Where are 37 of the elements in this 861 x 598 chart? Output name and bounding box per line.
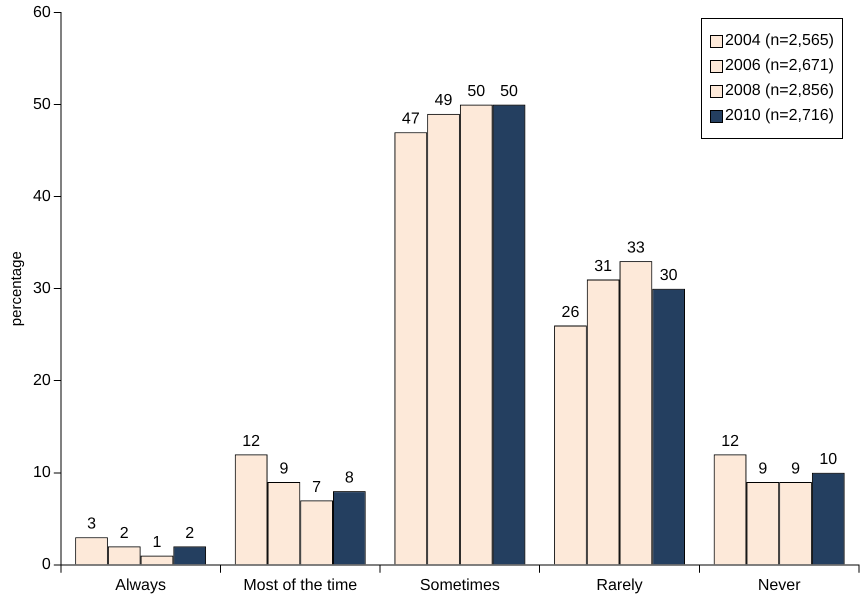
data-label: 30 (660, 267, 678, 284)
data-label: 3 (87, 516, 96, 533)
data-label: 12 (721, 432, 740, 450)
y-tick-label: 20 (33, 372, 51, 390)
data-label: 26 (562, 304, 580, 321)
data-label: 7 (312, 478, 322, 496)
y-axis-title: percentage (8, 251, 26, 326)
x-tick-label: Never (758, 576, 802, 594)
legend-label: 2010 (n=2,716) (725, 107, 834, 125)
data-label: 47 (402, 110, 420, 128)
y-tick-label: 40 (33, 188, 51, 206)
legend-label: 2004 (n=2,565) (725, 32, 834, 50)
y-tick-label: 10 (33, 464, 51, 482)
y-tick-label: 50 (33, 96, 51, 114)
x-tick-label: Rarely (596, 576, 643, 594)
x-tick-label: Always (115, 576, 166, 594)
data-label: 33 (627, 239, 645, 256)
data-label: 9 (758, 460, 768, 478)
data-label: 2 (185, 524, 194, 542)
data-label: 1 (152, 534, 162, 552)
y-tick-label: 60 (33, 4, 51, 22)
y-tick-label: 0 (42, 556, 51, 574)
data-label: 10 (819, 451, 838, 468)
data-label: 9 (279, 460, 288, 478)
x-tick-label: Most of the time (243, 576, 358, 594)
data-label: 50 (500, 83, 518, 100)
legend-label: 2006 (n=2,671) (725, 57, 834, 75)
data-label: 49 (434, 92, 453, 110)
legend-label: 2008 (n=2,856) (725, 82, 834, 100)
data-label: 8 (344, 470, 354, 487)
data-label: 50 (467, 83, 486, 100)
data-label: 12 (242, 432, 260, 450)
data-label: 31 (594, 258, 612, 275)
data-label: 2 (120, 524, 129, 542)
data-label: 9 (791, 460, 800, 478)
x-tick-label: Sometimes (420, 576, 500, 594)
y-tick-label: 30 (33, 280, 51, 298)
